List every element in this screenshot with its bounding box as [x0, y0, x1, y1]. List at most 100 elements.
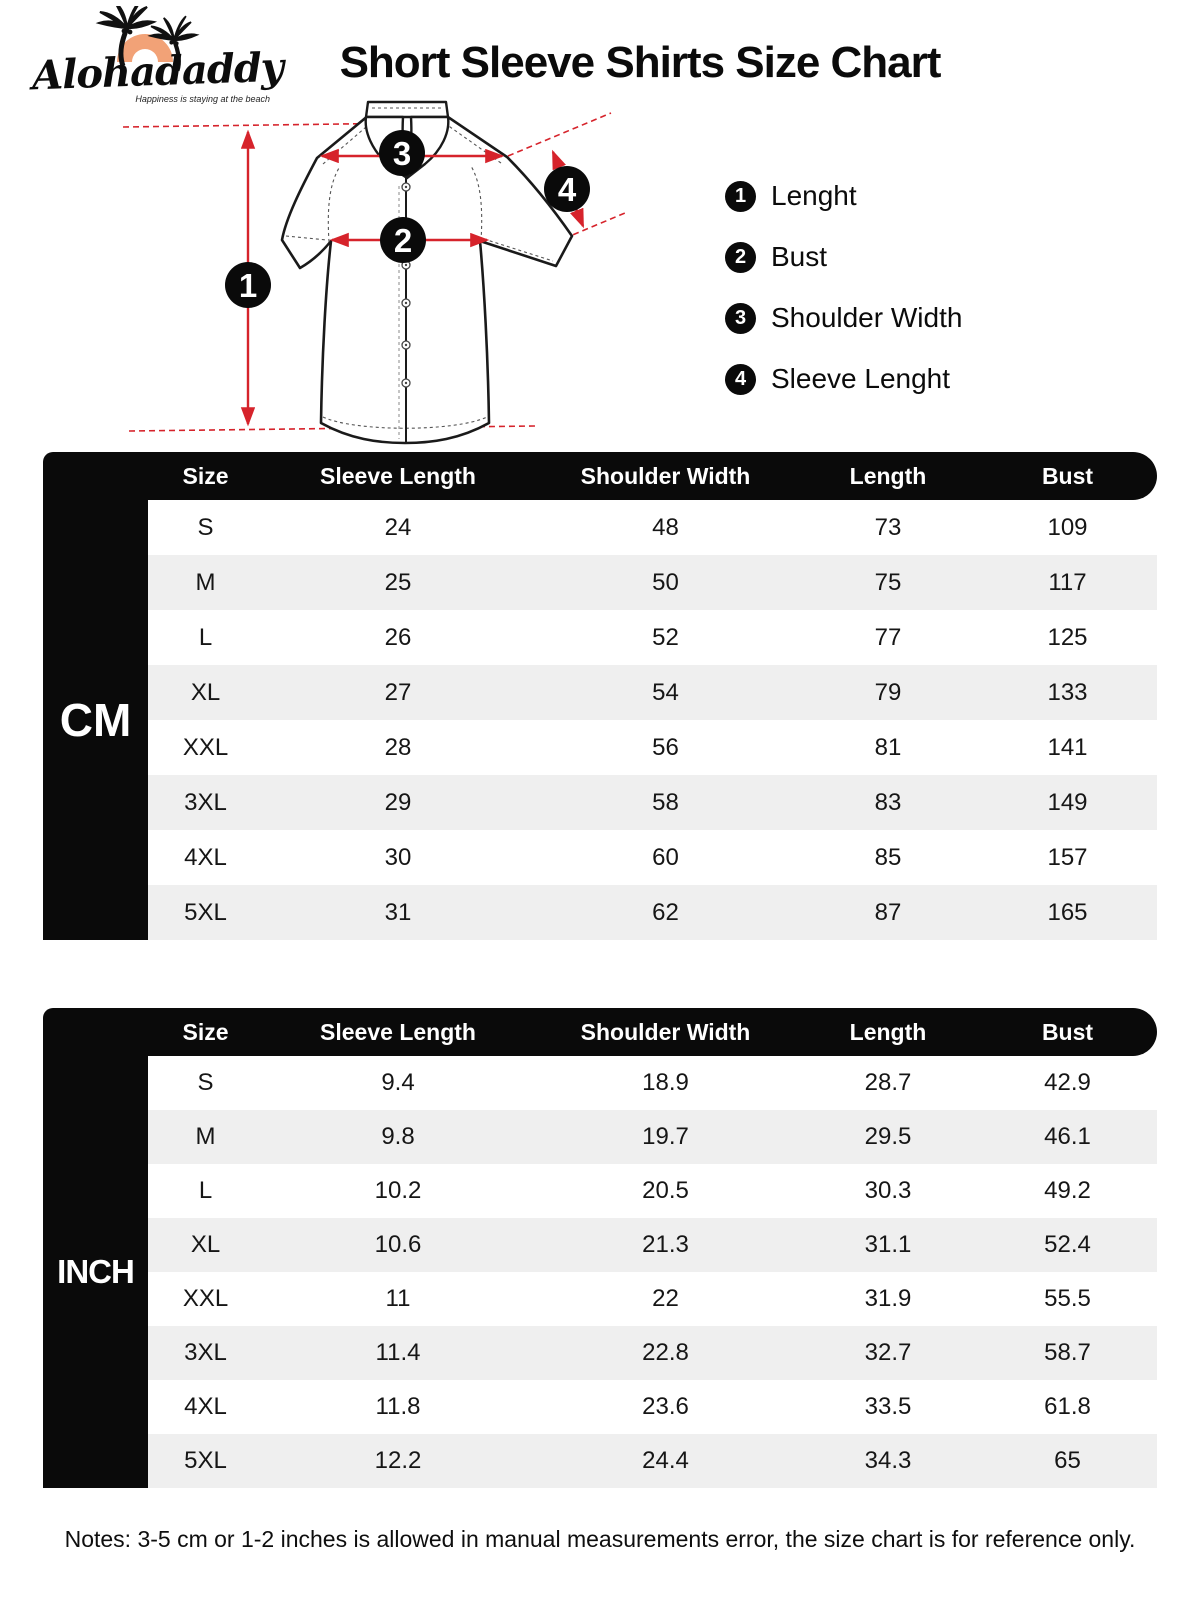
table-cell: 25 — [384, 568, 412, 596]
legend-item-length: 1 Lenght — [725, 180, 1055, 212]
table-row: S 24 48 73 109 — [148, 500, 1157, 555]
table-cell: 87 — [874, 898, 902, 926]
table-cell: 5XL — [184, 898, 227, 926]
column-header: Shoulder Width — [580, 1018, 751, 1045]
table-cell: 52.4 — [1044, 1231, 1091, 1258]
marker-3: 3 — [393, 135, 411, 172]
table-cell: 31.9 — [864, 1285, 912, 1312]
table-cell: 75 — [874, 568, 902, 596]
table-cell: 5XL — [184, 1447, 227, 1474]
table-cell: 20.5 — [642, 1177, 689, 1204]
table-cell: 22.8 — [642, 1339, 689, 1366]
table-cell: 32.7 — [864, 1339, 912, 1366]
table-cell: 19.7 — [642, 1123, 689, 1150]
table-cell: 11.4 — [375, 1339, 421, 1366]
table-cell: 58.7 — [1044, 1339, 1091, 1366]
table-cell: 9.8 — [381, 1123, 415, 1150]
sun-arch-shape — [117, 34, 173, 62]
table-cell: 30 — [384, 843, 412, 871]
table-cell: 3XL — [184, 788, 227, 816]
table-row: 4XL 11.8 23.6 33.5 61.8 — [148, 1380, 1157, 1434]
column-header: Bust — [1041, 1018, 1094, 1045]
table-cell: 73 — [874, 513, 902, 541]
column-header: Size — [182, 1018, 229, 1045]
table-cell: 4XL — [184, 843, 227, 871]
table-cell: 55.5 — [1044, 1285, 1091, 1312]
table-cell: 83 — [874, 788, 902, 816]
table-row: L 10.2 20.5 30.3 49.2 — [148, 1164, 1157, 1218]
table-cell: 26 — [384, 623, 412, 651]
column-header: Bust — [1041, 462, 1094, 489]
legend-number-1: 1 — [725, 180, 756, 212]
palm-left — [95, 6, 158, 67]
table-cell: 157 — [1047, 843, 1088, 871]
size-table-cm: Size Sleeve Length Shoulder Width Length Bus… — [43, 452, 1157, 940]
table-cell: 61.8 — [1044, 1393, 1091, 1420]
table-cell: 4XL — [184, 1393, 227, 1420]
table-cell: 79 — [874, 678, 902, 706]
table-cell: 49.2 — [1044, 1177, 1091, 1204]
table-cell: 77 — [874, 623, 902, 651]
column-header: Shoulder Width — [580, 462, 751, 489]
table-cell: 62 — [652, 898, 679, 926]
column-header: Sleeve Length — [320, 462, 476, 489]
table-cell: 46.1 — [1044, 1123, 1091, 1150]
table-cell: 58 — [652, 788, 679, 816]
brand-tagline: Happiness is staying at the beach — [135, 94, 270, 104]
legend-item-bust: 2 Bust — [725, 241, 1055, 273]
legend-item-sleeve-length: 4 Sleeve Lenght — [725, 363, 1055, 395]
table-cell: 141 — [1047, 733, 1088, 761]
table-cell: 12.2 — [374, 1447, 422, 1474]
table-row: 3XL 11.4 22.8 32.7 58.7 — [148, 1326, 1157, 1380]
palm-trees-icon — [95, 6, 200, 72]
table-row: M 9.8 19.7 29.5 46.1 — [148, 1110, 1157, 1164]
table-cell: XXL — [182, 1285, 229, 1312]
page-title: Short Sleeve Shirts Size Chart — [339, 38, 942, 87]
table-cell: 81 — [874, 733, 902, 761]
table-cell: 56 — [652, 733, 679, 761]
table-cell: 125 — [1047, 623, 1088, 651]
table-cell: 149 — [1047, 788, 1088, 816]
legend-number-2: 2 — [725, 241, 756, 273]
table-cell: 42.9 — [1044, 1069, 1091, 1096]
table-cell: 29 — [384, 788, 412, 816]
table-cell: 133 — [1047, 678, 1088, 706]
table-header-cm: Size Sleeve Length Shoulder Width Length Bus… — [43, 452, 1157, 500]
marker-1: 1 — [239, 267, 257, 304]
circled-number-badges: 1 2 3 4 — [225, 130, 590, 308]
table-cell: 28 — [384, 733, 412, 761]
column-header: Size — [182, 462, 229, 489]
table-row: XL 27 54 79 133 — [148, 665, 1157, 720]
legend-label-length: Lenght — [771, 180, 857, 211]
table-row: M 25 50 75 117 — [148, 555, 1157, 610]
table-row: XXL 11 22 31.9 55.5 — [148, 1272, 1157, 1326]
shirt-outline — [280, 100, 574, 445]
table-row: 4XL 30 60 85 157 — [148, 830, 1157, 885]
table-row: 3XL 29 58 83 149 — [148, 775, 1157, 830]
table-cell: 11.8 — [375, 1393, 421, 1420]
table-cell: 24 — [384, 513, 412, 541]
table-cell: 50 — [652, 568, 679, 596]
table-cell: 9.4 — [381, 1069, 415, 1096]
legend-label-shoulder-width: Shoulder Width — [771, 302, 963, 333]
table-cell: 29.5 — [864, 1123, 912, 1150]
marker-2: 2 — [394, 222, 412, 259]
table-cell: 117 — [1048, 568, 1087, 596]
table-row: 5XL 12.2 24.4 34.3 65 — [148, 1434, 1157, 1488]
notes-text: Notes: 3-5 cm or 1-2 inches is allowed i… — [64, 1526, 1136, 1552]
table-cell: 22 — [652, 1285, 679, 1312]
table-cell: 24.4 — [642, 1447, 689, 1474]
marker-4: 4 — [558, 171, 577, 208]
unit-label-cm: CM — [43, 500, 148, 940]
table-cell: S — [197, 1069, 214, 1096]
table-cell: 23.6 — [642, 1393, 689, 1420]
table-row: XL 10.6 21.3 31.1 52.4 — [148, 1218, 1157, 1272]
column-header: Length — [849, 1018, 927, 1045]
table-cell: XXL — [182, 733, 229, 761]
table-cell: 165 — [1047, 898, 1088, 926]
table-cell: XL — [190, 678, 221, 706]
brand-logo: Alohadaddy Happiness is staying at the b… — [30, 4, 290, 114]
legend-number-4: 4 — [725, 363, 756, 395]
column-header: Sleeve Length — [320, 1018, 476, 1045]
